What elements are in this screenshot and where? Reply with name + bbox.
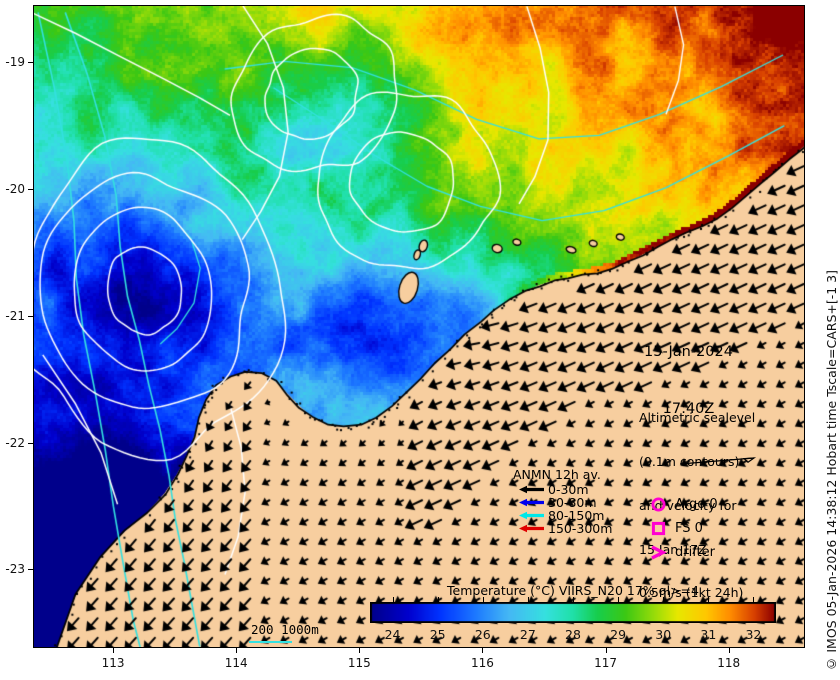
colorbar-tick-mark bbox=[392, 597, 394, 602]
anmn-legend-item: 30-80m bbox=[518, 495, 612, 510]
altimetry-note-line4: 15 Jan 17Z bbox=[639, 541, 707, 557]
anmn-legend: ANMN 12h av. 0-30m 30-80m 80-150m 150-30… bbox=[513, 467, 613, 536]
platform-legend-item: FS 0 bbox=[645, 516, 718, 540]
x-tick-label: 114 bbox=[224, 656, 248, 670]
x-tick-mark bbox=[236, 648, 238, 653]
platform-legend-label: drifter bbox=[675, 544, 715, 560]
colorbar-tick-mark bbox=[618, 597, 620, 602]
anmn-arrow-icon bbox=[519, 511, 544, 520]
x-tick-label: 117 bbox=[594, 656, 617, 670]
date-stamp-time: 17:40Z bbox=[662, 401, 715, 417]
anmn-arrow-icon bbox=[519, 524, 544, 533]
y-tick-label: -23 bbox=[5, 562, 25, 577]
colorbar-tick-label: 28 bbox=[565, 627, 581, 642]
platform-legend-item: Argo 0 bbox=[645, 492, 718, 516]
anmn-legend-label: 0-30m bbox=[548, 482, 589, 497]
anmn-arrow-icon bbox=[519, 498, 544, 507]
x-tick-label: 118 bbox=[717, 656, 741, 670]
altimetry-note-line1: Altimetric sealevel bbox=[639, 410, 756, 426]
colorbar-tick-mark bbox=[437, 597, 439, 602]
y-tick-label: -21 bbox=[5, 308, 25, 323]
chevron-marker-icon bbox=[651, 544, 667, 560]
altimetry-note-line5: 0.5m/s (1kt 24h) bbox=[639, 585, 744, 601]
y-tick-label: -19 bbox=[5, 55, 25, 70]
x-tick-mark bbox=[728, 648, 730, 653]
colorbar-tick-mark bbox=[527, 597, 529, 602]
anmn-arrow-icon bbox=[519, 485, 544, 494]
bathymetry-scale-label: 200 1000m bbox=[251, 622, 319, 637]
anmn-legend-item: 80-150m bbox=[518, 508, 612, 523]
square-marker-icon bbox=[651, 521, 665, 535]
date-stamp-date: 15-Jan-2024 bbox=[644, 344, 733, 360]
x-tick-mark bbox=[113, 648, 115, 653]
credit-text: © IMOS 05-Jan-2026 14:38:12 Hobart time … bbox=[824, 270, 839, 672]
y-tick-mark bbox=[28, 569, 33, 571]
platform-legend-item: drifter bbox=[645, 540, 718, 564]
y-tick-mark bbox=[28, 442, 33, 444]
x-tick-mark bbox=[359, 648, 361, 653]
anmn-legend-label: 150-300m bbox=[548, 521, 613, 536]
colorbar-tick-mark bbox=[753, 597, 755, 602]
anmn-legend-item: 150-300m bbox=[518, 521, 613, 536]
y-tick-mark bbox=[28, 62, 33, 64]
colorbar-tick-label: 30 bbox=[655, 627, 672, 642]
x-tick-label: 113 bbox=[101, 656, 125, 670]
anmn-legend-label: 80-150m bbox=[548, 508, 605, 523]
colorbar-title: Temperature (°C) VIIRS_N20 17% ql>=4 bbox=[447, 583, 699, 598]
x-tick-label: 115 bbox=[347, 656, 371, 670]
colorbar-tick-mark bbox=[573, 597, 574, 602]
anmn-legend-rows: 0-30m 30-80m 80-150m 150-300m bbox=[513, 482, 613, 536]
colorbar-gradient bbox=[370, 602, 776, 623]
colorbar-tick-label: 26 bbox=[474, 627, 491, 642]
y-tick-label: -22 bbox=[5, 435, 25, 450]
date-stamp: 15-Jan-2024 17:40Z bbox=[644, 305, 733, 457]
x-tick-label: 116 bbox=[470, 656, 494, 670]
colorbar-tick-label: 24 bbox=[384, 627, 401, 642]
circle-marker-icon bbox=[651, 497, 665, 511]
colorbar[interactable] bbox=[370, 602, 776, 623]
y-tick-mark bbox=[28, 315, 33, 317]
anmn-legend-title: ANMN 12h av. bbox=[513, 467, 601, 482]
colorbar-tick-mark bbox=[482, 597, 484, 602]
colorbar-tick-label: 25 bbox=[429, 627, 446, 642]
y-tick-label: -20 bbox=[5, 181, 25, 196]
x-tick-mark bbox=[482, 648, 484, 653]
colorbar-tick-mark bbox=[663, 597, 665, 602]
sst-field-canvas bbox=[33, 5, 805, 648]
platform-legend-label: Argo 0 bbox=[675, 496, 718, 512]
bathymetry-scale-line bbox=[249, 641, 292, 643]
colorbar-tick-mark bbox=[708, 597, 710, 602]
colorbar-tick-label: 27 bbox=[519, 627, 536, 642]
x-tick-mark bbox=[605, 648, 607, 653]
colorbar-tick-label: 29 bbox=[610, 627, 627, 642]
velocity-scale-arrow-icon bbox=[680, 457, 757, 465]
anmn-legend-label: 30-80m bbox=[548, 495, 597, 510]
platform-legend-label: FS 0 bbox=[675, 520, 703, 536]
y-tick-mark bbox=[28, 188, 33, 190]
colorbar-tick-label: 32 bbox=[745, 627, 762, 642]
platform-legend: Argo 0 FS 0 drifter bbox=[645, 492, 718, 564]
map-plot-area[interactable] bbox=[33, 5, 805, 648]
anmn-legend-item: 0-30m bbox=[518, 482, 612, 497]
colorbar-tick-label: 31 bbox=[700, 627, 717, 642]
